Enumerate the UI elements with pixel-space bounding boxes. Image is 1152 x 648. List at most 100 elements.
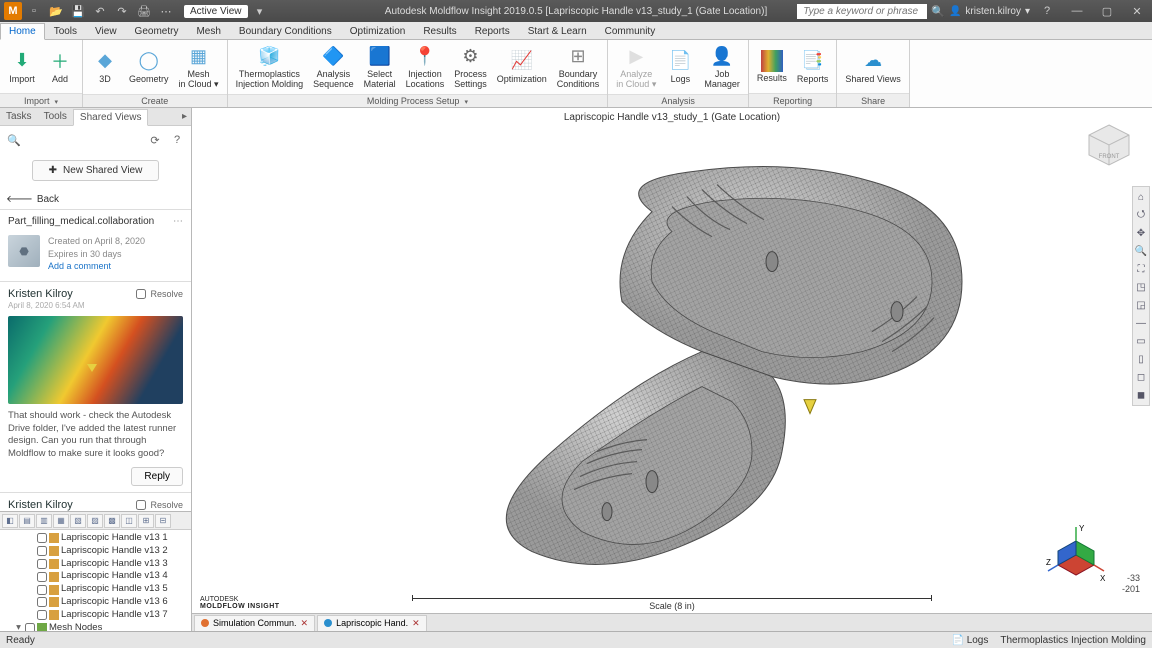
ribbon-shared-views-button[interactable]: ☁Shared Views	[841, 47, 904, 87]
ribbon-boundary-conditions-button[interactable]: ⊞Boundary Conditions	[553, 42, 604, 92]
vt-orbit-icon[interactable]: ⭯	[1133, 207, 1149, 223]
tree-tb-1[interactable]: ◧	[2, 514, 18, 528]
tree-node[interactable]: Lapriscopic Handle v13 6	[0, 596, 191, 609]
ribbon-select-material-button[interactable]: 🟦Select Material	[360, 42, 400, 92]
menu-tab-tools[interactable]: Tools	[45, 23, 86, 39]
add-comment-link[interactable]: Add a comment	[48, 261, 111, 271]
close-icon[interactable]: ✕	[1124, 1, 1150, 21]
menu-tab-geometry[interactable]: Geometry	[126, 23, 188, 39]
ribbon-optimization-button[interactable]: 📈Optimization	[493, 47, 551, 87]
tree-checkbox[interactable]	[37, 610, 47, 620]
tree-tb-8[interactable]: ◫	[121, 514, 137, 528]
resolve-checkbox[interactable]: Resolve	[136, 500, 183, 510]
ribbon-thermoplastics-injection-molding-button[interactable]: 🧊Thermoplastics Injection Molding	[232, 42, 308, 92]
tree-node[interactable]: Lapriscopic Handle v13 1	[0, 532, 191, 545]
viewcube[interactable]: FRONT	[1084, 120, 1134, 170]
qat-dd-icon[interactable]: ▾	[250, 2, 270, 20]
vt-e[interactable]: ◻	[1133, 369, 1149, 385]
ribbon-add-button[interactable]: ＋Add	[42, 47, 78, 87]
reply-button[interactable]: Reply	[131, 467, 183, 486]
qat-open-icon[interactable]: 📂	[46, 2, 66, 20]
vt-a[interactable]: ◳	[1133, 279, 1149, 295]
ribbon-job-manager-button[interactable]: 👤Job Manager	[700, 42, 744, 92]
tree-checkbox[interactable]	[37, 559, 47, 569]
viewport-tab[interactable]: Simulation Commun.✕	[194, 615, 315, 631]
qat-print-icon[interactable]: 🖨	[134, 2, 154, 20]
tree-tb-2[interactable]: ▤	[19, 514, 35, 528]
active-view-badge[interactable]: Active View	[184, 5, 248, 18]
back-button[interactable]: 🡐 Back	[0, 189, 191, 210]
tree-checkbox[interactable]	[37, 533, 47, 543]
tree-node[interactable]: Lapriscopic Handle v13 4	[0, 570, 191, 583]
tree-node[interactable]: Lapriscopic Handle v13 3	[0, 558, 191, 571]
tree-twisty-icon[interactable]: ▾	[14, 622, 23, 631]
tree-checkbox[interactable]	[25, 623, 35, 631]
menu-tab-view[interactable]: View	[86, 23, 126, 39]
vt-home-icon[interactable]: ⌂	[1133, 189, 1149, 205]
vt-f[interactable]: ◼	[1133, 387, 1149, 403]
minimize-icon[interactable]: —	[1064, 1, 1090, 21]
tree-tb-9[interactable]: ⊞	[138, 514, 154, 528]
qat-new-icon[interactable]: ▫	[24, 2, 44, 20]
tree-checkbox[interactable]	[37, 585, 47, 595]
qat-undo-icon[interactable]: ↶	[90, 2, 110, 20]
ribbon--d-button[interactable]: ◆3D	[87, 47, 123, 87]
vt-b[interactable]: ◲	[1133, 297, 1149, 313]
panel-help-icon[interactable]: ?	[169, 132, 185, 148]
panel-collapse-icon[interactable]: ▸	[178, 111, 191, 122]
qat-save-icon[interactable]: 💾	[68, 2, 88, 20]
tree-tb-5[interactable]: ▧	[70, 514, 86, 528]
comment-image[interactable]	[8, 316, 183, 404]
app-icon[interactable]: M	[4, 2, 22, 20]
search-icon[interactable]: 🔍	[931, 5, 945, 18]
maximize-icon[interactable]: ▢	[1094, 1, 1120, 21]
ribbon-mesh-in-cloud-button[interactable]: ▦Mesh in Cloud ▾	[175, 42, 223, 92]
model-tree[interactable]: Lapriscopic Handle v13 1Lapriscopic Hand…	[0, 530, 191, 631]
magnify-icon[interactable]: 🔍	[6, 132, 22, 148]
share-menu-icon[interactable]: ⋯	[173, 216, 183, 227]
ribbon-import-button[interactable]: ⬇Import	[4, 47, 40, 87]
tree-node[interactable]: Lapriscopic Handle v13 2	[0, 545, 191, 558]
vt-fit-icon[interactable]: ⛶	[1133, 261, 1149, 277]
ribbon-geometry-button[interactable]: ◯Geometry	[125, 47, 173, 87]
panel-tab-tasks[interactable]: Tasks	[0, 109, 38, 124]
tree-tb-6[interactable]: ▨	[87, 514, 103, 528]
menu-tab-boundary-conditions[interactable]: Boundary Conditions	[230, 23, 341, 39]
menu-tab-results[interactable]: Results	[414, 23, 465, 39]
qat-more-icon[interactable]: ⋯	[156, 2, 176, 20]
tree-checkbox[interactable]	[37, 546, 47, 556]
menu-tab-start-learn[interactable]: Start & Learn	[519, 23, 596, 39]
menu-tab-home[interactable]: Home	[0, 23, 45, 40]
ribbon-results-button[interactable]: Results	[753, 48, 791, 86]
vt-zoom-icon[interactable]: 🔍	[1133, 243, 1149, 259]
help-search-input[interactable]	[797, 4, 927, 19]
ribbon-analysis-sequence-button[interactable]: 🔷Analysis Sequence	[309, 42, 358, 92]
tree-node[interactable]: Lapriscopic Handle v13 5	[0, 583, 191, 596]
status-logs[interactable]: 📄 Logs	[951, 635, 988, 646]
resolve-checkbox[interactable]: Resolve	[136, 289, 183, 299]
user-menu[interactable]: 👤 kristen.kilroy ▾	[949, 6, 1030, 17]
tree-node[interactable]: ▾Mesh Nodes	[0, 622, 191, 631]
tree-tb-3[interactable]: ▥	[36, 514, 52, 528]
ribbon-reports-button[interactable]: 📑Reports	[793, 47, 833, 87]
vt-c[interactable]: ▭	[1133, 333, 1149, 349]
menu-tab-reports[interactable]: Reports	[466, 23, 519, 39]
menu-tab-community[interactable]: Community	[596, 23, 665, 39]
refresh-icon[interactable]: ⟳	[147, 132, 163, 148]
tab-close-icon[interactable]: ✕	[412, 618, 420, 629]
menu-tab-optimization[interactable]: Optimization	[341, 23, 415, 39]
tree-tb-4[interactable]: ▦	[53, 514, 69, 528]
tab-close-icon[interactable]: ✕	[301, 618, 309, 629]
help-icon[interactable]: ?	[1034, 1, 1060, 21]
tree-checkbox[interactable]	[37, 597, 47, 607]
ribbon-process-settings-button[interactable]: ⚙Process Settings	[450, 42, 491, 92]
ribbon-logs-button[interactable]: 📄Logs	[662, 47, 698, 87]
qat-redo-icon[interactable]: ↷	[112, 2, 132, 20]
menu-tab-mesh[interactable]: Mesh	[187, 23, 229, 39]
vt-pan-icon[interactable]: ✥	[1133, 225, 1149, 241]
viewport[interactable]: Lapriscopic Handle v13_study_1 (Gate Loc…	[192, 108, 1152, 631]
ribbon-injection-locations-button[interactable]: 📍Injection Locations	[402, 42, 449, 92]
tree-tb-10[interactable]: ⊟	[155, 514, 171, 528]
viewport-tab[interactable]: Lapriscopic Hand.✕	[317, 615, 427, 631]
tree-checkbox[interactable]	[37, 572, 47, 582]
